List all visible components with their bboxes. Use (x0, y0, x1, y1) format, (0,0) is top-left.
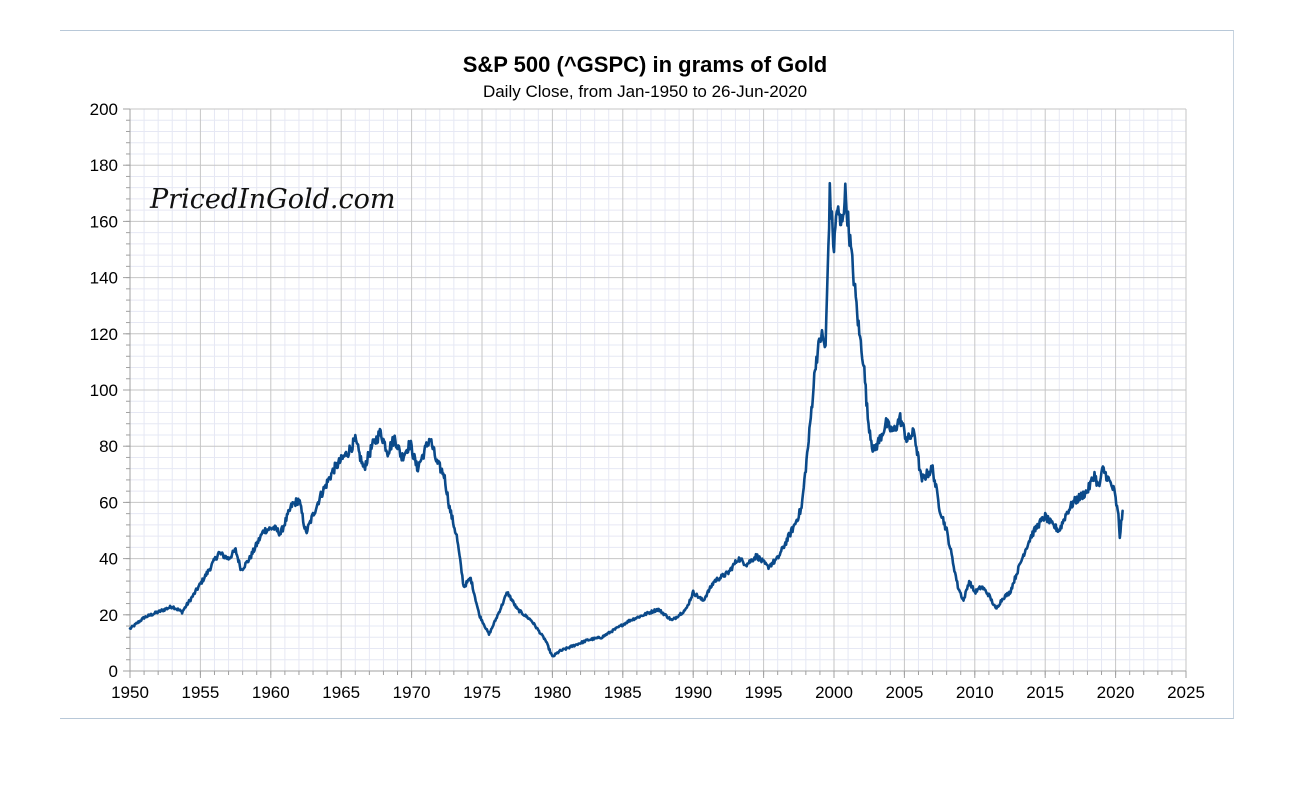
y-tick-label: 160 (90, 212, 118, 231)
x-tick-label: 1960 (252, 683, 290, 702)
x-tick-label: 2015 (1026, 683, 1064, 702)
y-tick-label: 40 (99, 550, 118, 569)
series-line (128, 181, 1124, 658)
x-tick-label: 1990 (674, 683, 712, 702)
x-tick-label: 1975 (463, 683, 501, 702)
x-tick-label: 2010 (956, 683, 994, 702)
y-tick-label: 60 (99, 493, 118, 512)
y-tick-label: 20 (99, 606, 118, 625)
y-tick-label: 140 (90, 269, 118, 288)
y-tick-label: 200 (90, 100, 118, 119)
x-axis-ticks: 1950 1955 1960 1965 1970 1975 1980 1985 1990 1995… (111, 671, 1205, 702)
y-tick-label: 100 (90, 381, 118, 400)
watermark-logo: PricedInGold.com (149, 184, 395, 215)
x-tick-label: 1985 (604, 683, 642, 702)
x-tick-label: 1995 (745, 683, 783, 702)
x-tick-label: 1965 (322, 683, 360, 702)
x-tick-label: 2000 (815, 683, 853, 702)
x-tick-label: 1950 (111, 683, 149, 702)
y-tick-label: 180 (90, 156, 118, 175)
y-axis-ticks: 0 20 40 60 80 100 120 140 160 180 200 (90, 100, 130, 681)
x-tick-label: 2025 (1167, 683, 1205, 702)
x-tick-label: 1980 (533, 683, 571, 702)
x-tick-label: 1955 (181, 683, 219, 702)
y-tick-label: 80 (99, 437, 118, 456)
x-tick-label: 2005 (885, 683, 923, 702)
chart-frame (60, 30, 1234, 719)
y-tick-label: 0 (109, 662, 118, 681)
chart-title: S&P 500 (^GSPC) in grams of Gold (463, 52, 828, 77)
y-tick-label: 120 (90, 325, 118, 344)
x-tick-label: 2020 (1097, 683, 1135, 702)
x-tick-label: 1970 (393, 683, 431, 702)
series-layer (128, 181, 1124, 658)
major-gridlines (129, 108, 1187, 672)
chart-subtitle: Daily Close, from Jan-1950 to 26-Jun-202… (483, 82, 807, 101)
